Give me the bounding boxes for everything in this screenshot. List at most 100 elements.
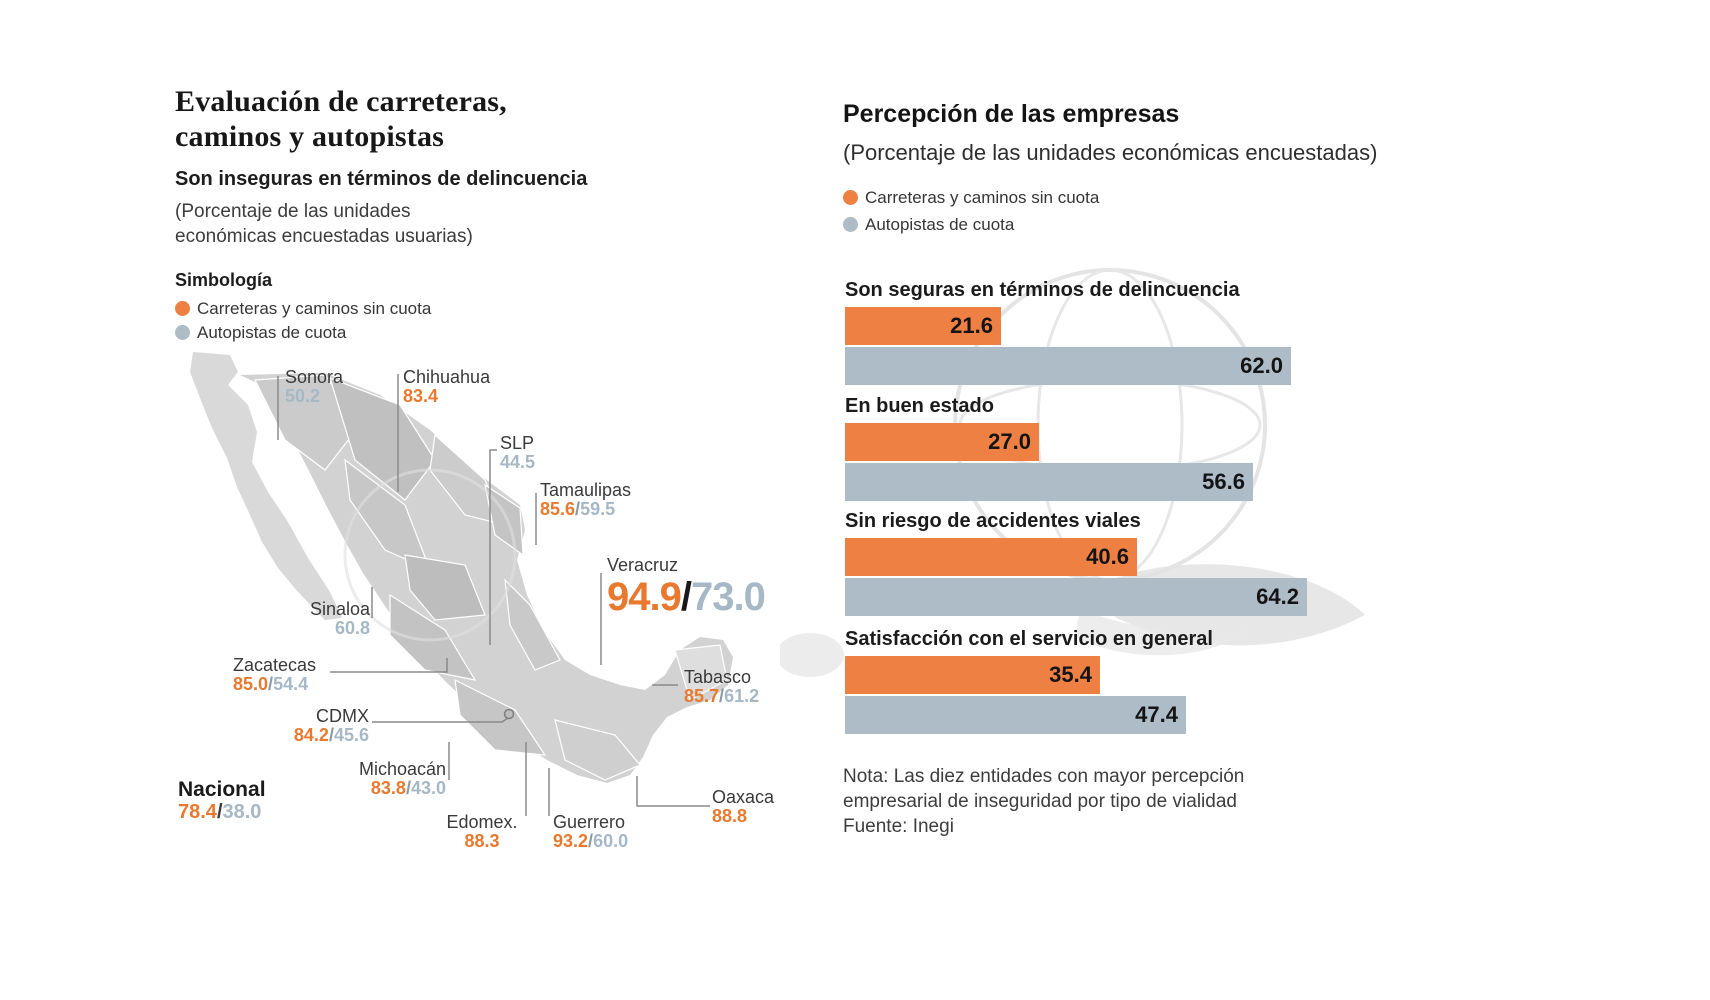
bar-autopistas: 47.4 [845,696,1186,734]
map-watermark-circle [343,468,517,642]
state-name: Sonora [285,367,344,387]
state-name: SLP [500,433,535,453]
right-title: Percepción de las empresas [843,100,1180,128]
state-name: Tabasco [684,667,752,687]
left-note-line1: (Porcentaje de las unidades [175,201,411,222]
state-name: CDMX [316,706,369,726]
state-value-autopistas: 45.6 [333,725,369,745]
bar-value: 21.6 [950,313,993,338]
state-value-autopistas: 60.0 [593,831,629,851]
state-label-sonora: Sonora 50.2 [285,368,343,407]
state-value-autopistas: 59.5 [580,499,616,519]
state-value-autopistas: 54.4 [273,674,309,694]
bar-group-buen-estado: En buen estado 27.0 56.6 [845,395,1405,503]
state-value-carreteras: 84.2 [293,725,329,745]
bar-value: 62.0 [1240,353,1283,378]
state-name: Chihuahua [403,367,491,387]
bar-category-label: Sin riesgo de accidentes viales [845,510,1141,532]
value-separator: / [268,674,274,694]
legend-label: Carreteras y caminos sin cuota [197,299,432,318]
footnote: Nota: Las diez entidades con mayor perce… [843,764,1244,839]
value-separator: / [405,778,411,798]
value-separator: / [216,801,223,823]
state-label-oaxaca: Oaxaca 88.8 [712,788,774,827]
state-value-autopistas: 44.5 [500,452,536,472]
state-value-carreteras: 93.2 [553,831,589,851]
bar-autopistas: 64.2 [845,578,1307,616]
callout-cdmx [372,717,509,723]
bar-category-label: Son seguras en términos de delincuencia [845,279,1240,301]
state-value-autopistas: 73.0 [690,575,766,619]
bar-carreteras: 40.6 [845,538,1137,576]
state-value-carreteras: 85.6 [540,499,576,519]
left-title-line1: Evaluación de carreteras, [175,85,507,118]
left-subtitle: Son inseguras en términos de delincuenci… [175,168,588,190]
bar-value: 27.0 [988,429,1031,454]
state-name: Sinaloa [309,599,370,619]
state-label-slp: SLP 44.5 [500,434,535,473]
state-value-carreteras: 83.4 [403,386,439,406]
legend-label: Autopistas de cuota [865,215,1015,234]
mexico-map [190,352,733,816]
bar-category-label: Satisfacción con el servicio en general [845,628,1213,650]
bar-carreteras: 21.6 [845,307,1001,345]
state-value-autopistas: 60.8 [334,618,370,638]
legend-item-autopistas: Autopistas de cuota [175,323,346,343]
note-line1: Nota: Las diez entidades con mayor perce… [843,766,1245,787]
bar-autopistas: 56.6 [845,463,1253,501]
map-state-patches [254,374,728,781]
state-value-carreteras: 88.3 [464,831,500,851]
callout-zacatecas [330,658,448,673]
gray-dot-icon [843,217,858,232]
legend-label: Carreteras y caminos sin cuota [865,188,1100,207]
tail-shape [780,633,844,677]
left-subtitle-note: (Porcentaje de las unidades económicas e… [175,199,473,249]
state-name: Michoacán [358,759,446,779]
legend-item-carreteras: Carreteras y caminos sin cuota [843,188,1099,208]
map-callout-lines [277,374,710,816]
state-name: Edomex. [446,812,518,832]
national-total: Nacional 78.4/38.0 [178,778,266,825]
state-label-zacatecas: Zacatecas 85.0/54.4 [233,656,316,695]
bar-value: 64.2 [1256,584,1299,609]
legend-title: Simbología [175,270,273,290]
state-label-cdmx: CDMX 84.2/45.6 [276,707,369,746]
value-separator: / [588,831,594,851]
map-baja-peninsula [190,352,342,620]
state-label-tabasco: Tabasco 85.7/61.2 [684,668,759,707]
state-label-tamaulipas: Tamaulipas 85.6/59.5 [540,481,631,520]
state-label-chihuahua: Chihuahua 83.4 [403,368,490,407]
state-label-guerrero: Guerrero 93.2/60.0 [553,813,628,852]
national-label: Nacional [178,778,266,801]
value-separator: / [719,686,725,706]
bar-group-accidentes: Sin riesgo de accidentes viales 40.6 64.… [845,510,1405,618]
bar-group-satisfaccion: Satisfacción con el servicio en general … [845,628,1405,736]
bar-value: 35.4 [1049,662,1092,687]
state-value-autopistas: 43.0 [410,778,446,798]
state-label-edomex: Edomex. 88.3 [436,813,528,852]
veracruz-big-values: 94.9/73.0 [607,575,766,619]
bar-category-label: En buen estado [845,395,994,417]
orange-dot-icon [175,301,190,316]
state-value-carreteras: 94.9 [607,575,682,619]
bar-autopistas: 62.0 [845,347,1291,385]
state-name: Guerrero [553,812,626,832]
value-separator: / [680,575,692,619]
note-line2: empresarial de inseguridad por tipo de v… [843,791,1237,812]
state-label-michoacan: Michoacán 83.8/43.0 [345,760,446,799]
wing-shape-2 [1075,610,1250,656]
bar-carreteras: 27.0 [845,423,1039,461]
state-name: Tamaulipas [540,480,632,500]
source: Fuente: Inegi [843,816,954,837]
state-value-carreteras: 88.8 [712,806,748,826]
bar-carreteras: 35.4 [845,656,1100,694]
left-note-line2: económicas encuestadas usuarias) [175,226,473,247]
bar-value: 40.6 [1086,544,1129,569]
left-title: Evaluación de carreteras, caminos y auto… [175,84,507,154]
callout-slp [489,449,497,645]
state-label-veracruz: Veracruz 94.9/73.0 [607,556,766,620]
legend-label: Autopistas de cuota [197,323,347,342]
legend-item-autopistas: Autopistas de cuota [843,215,1014,235]
state-label-sinaloa: Sinaloa 60.8 [278,600,370,639]
gray-dot-icon [175,325,190,340]
